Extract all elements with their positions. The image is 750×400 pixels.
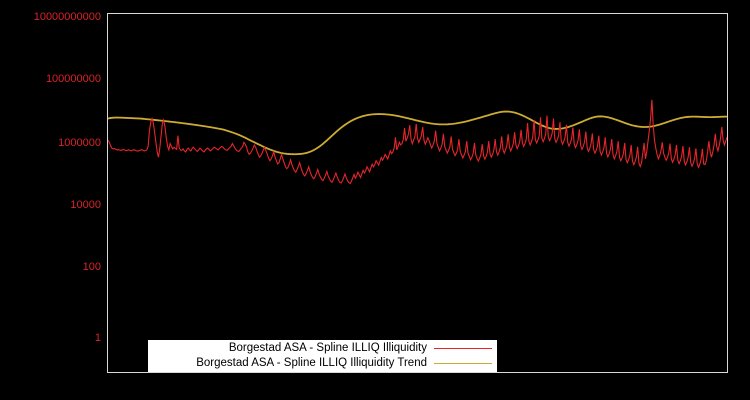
legend-color-swatch-illiquidity — [434, 348, 492, 349]
y-tick-label: 1 — [94, 332, 101, 344]
legend-label: Borgestad ASA - Spline ILLIQ Illiquidity… — [196, 357, 427, 369]
y-tick-label: 10000000000 — [33, 11, 101, 23]
series-line-trend — [108, 112, 727, 155]
legend-entry-illiquidity: Borgestad ASA - Spline ILLIQ Illiquidity — [149, 341, 496, 356]
plot-area — [107, 13, 728, 373]
y-tick-label: 1000000 — [58, 137, 101, 149]
legend: Borgestad ASA - Spline ILLIQ Illiquidity… — [148, 340, 497, 372]
legend-label: Borgestad ASA - Spline ILLIQ Illiquidity — [228, 342, 427, 354]
legend-entry-trend: Borgestad ASA - Spline ILLIQ Illiquidity… — [149, 356, 496, 371]
y-tick-label: 100000000 — [45, 73, 101, 85]
plot-svg — [108, 14, 727, 372]
legend-color-swatch-trend — [434, 363, 492, 364]
series-line-illiquidity — [108, 100, 727, 184]
y-tick-label: 10000 — [70, 199, 101, 211]
y-tick-label: 100 — [82, 261, 101, 273]
